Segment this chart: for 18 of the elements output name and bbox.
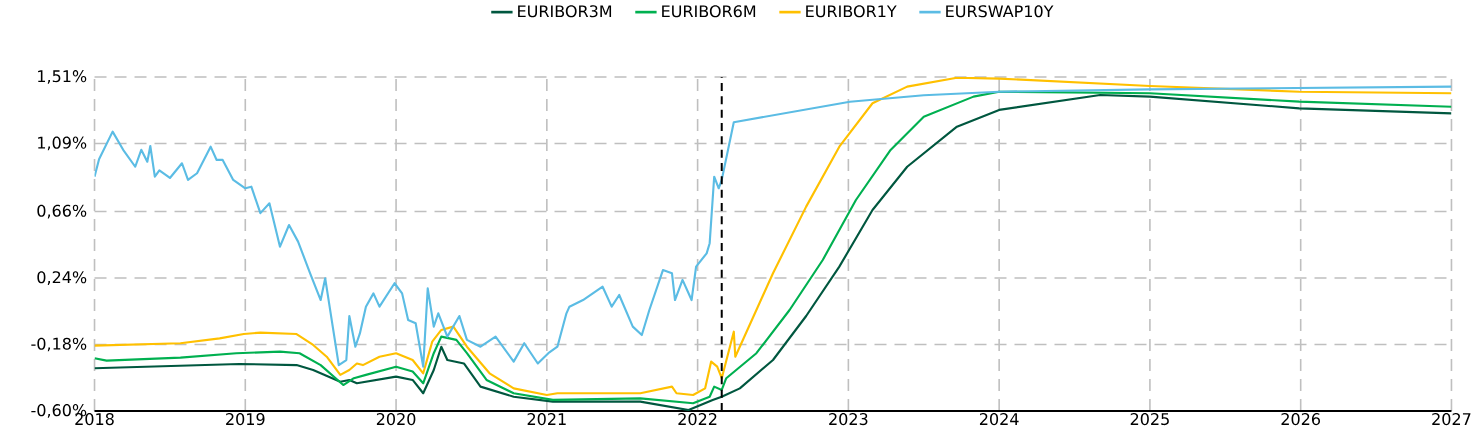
y-tick-label: 0,24% — [37, 271, 87, 285]
y-tick-label: 1,51% — [38, 70, 87, 84]
legend-label: EURIBOR3M — [518, 5, 612, 18]
x-tick-label: 2023 — [829, 413, 868, 426]
x-tick-label: 2026 — [1281, 413, 1321, 426]
legend-label: EURIBOR6M — [662, 5, 756, 18]
y-tick-label: -0,18% — [31, 337, 87, 352]
x-tick-label: 2024 — [979, 413, 1019, 426]
x-tick-label: 2019 — [226, 413, 265, 426]
x-tick-label: 2021 — [527, 413, 566, 426]
x-tick-label: 2027 — [1432, 413, 1471, 426]
x-tick-label: 2022 — [678, 413, 717, 426]
y-tick-label: 0,66% — [37, 204, 87, 219]
y-tick-label: 1,09% — [38, 136, 87, 151]
legend-label: EURIBOR1Y — [806, 5, 897, 18]
x-tick-label: 2025 — [1130, 413, 1169, 426]
x-tick-label: 2020 — [376, 413, 416, 426]
legend-label: EURSWAP10Y — [946, 5, 1054, 18]
